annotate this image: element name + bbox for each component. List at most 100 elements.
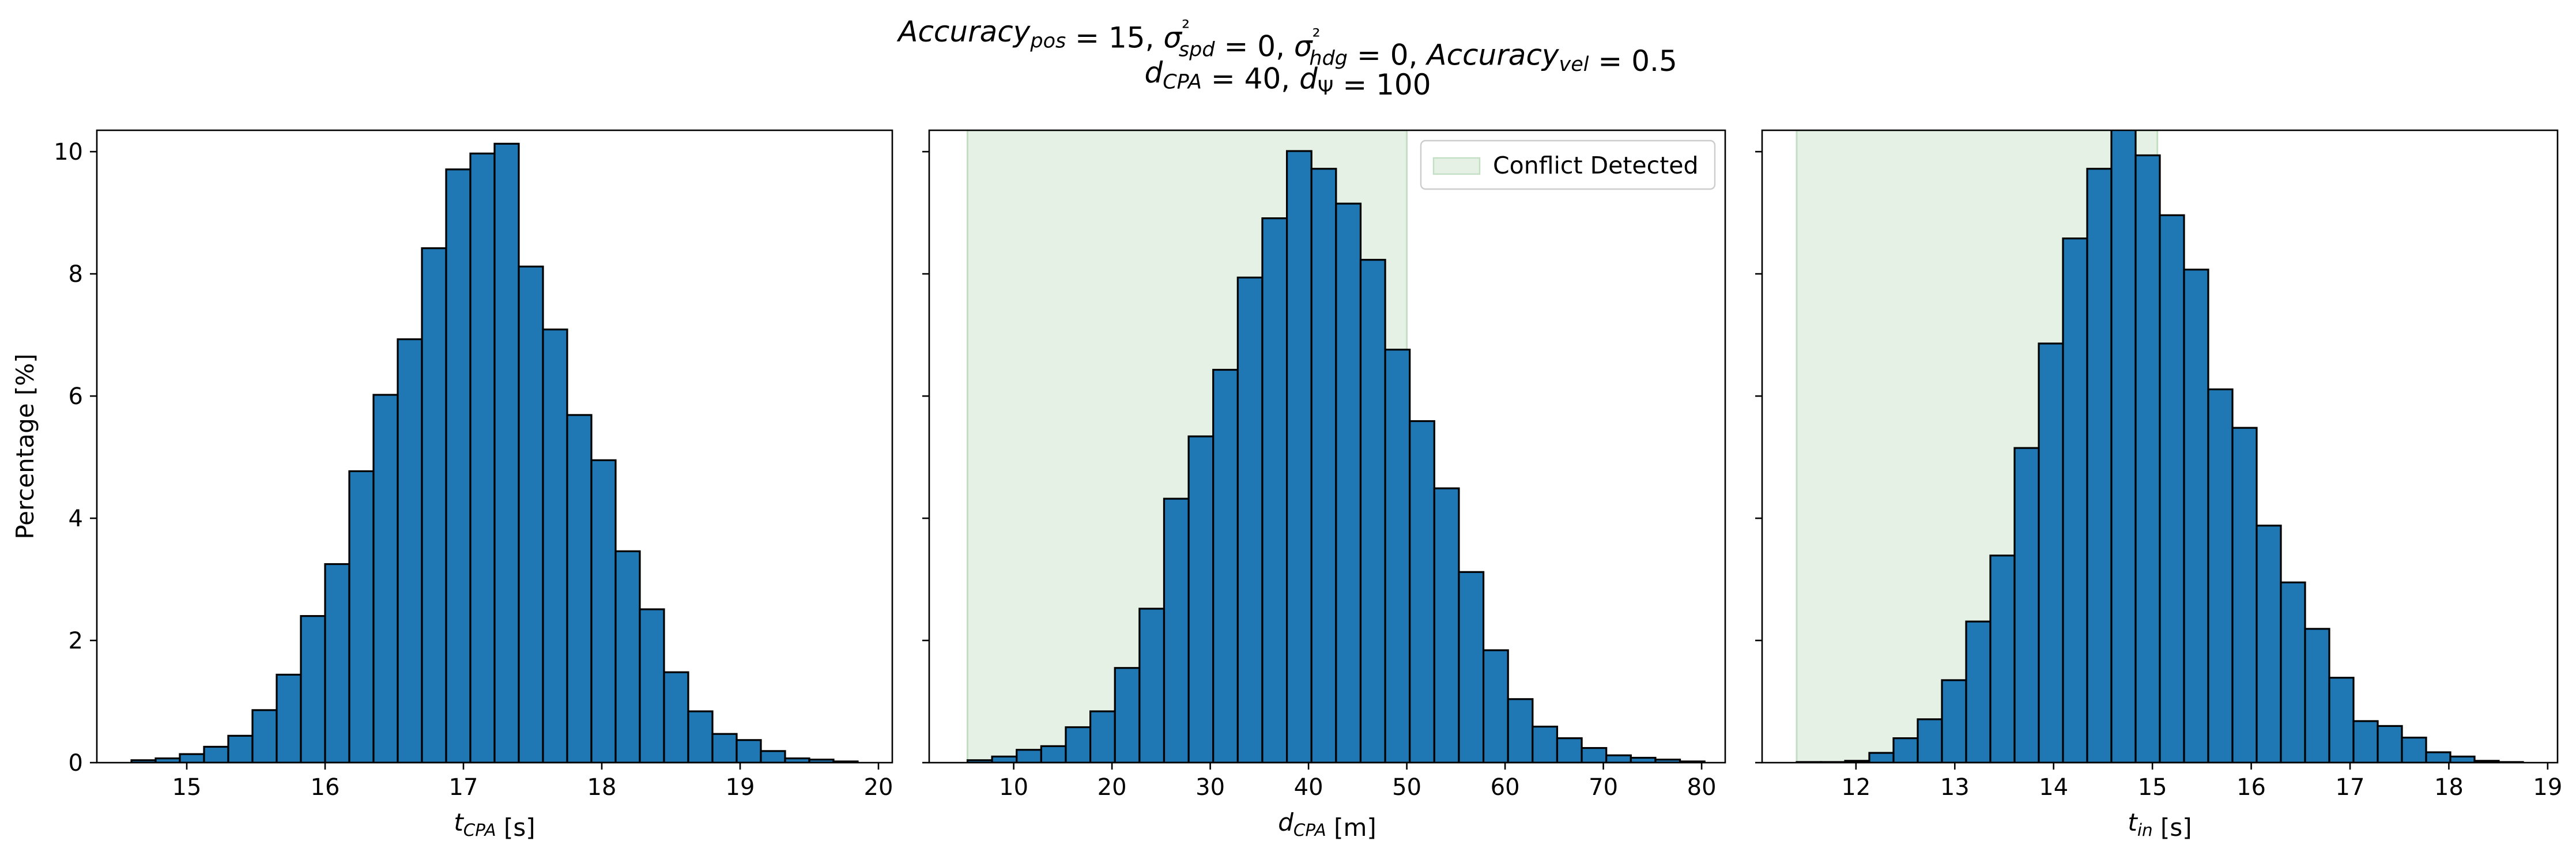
axes-frame	[1761, 129, 2559, 764]
histogram-bar	[1892, 737, 1919, 763]
histogram-bar	[1089, 710, 1116, 763]
histogram-bar	[1605, 754, 1632, 763]
y-tick-label: 4	[69, 506, 83, 532]
histogram-bar	[1409, 420, 1435, 763]
y-tick-label: 2	[69, 628, 83, 654]
x-tick-label: 15	[172, 774, 202, 801]
histogram-bar	[1989, 555, 2016, 763]
histogram-bar	[2062, 237, 2088, 763]
x-tick-label: 16	[311, 774, 340, 801]
histogram-bar	[2425, 751, 2451, 763]
plot-area	[1796, 130, 2524, 763]
figure-title-line-1: Accuracypos = 15, σ² spd = 0, σ² hdg = 0, …	[896, 15, 1677, 78]
histogram-bar	[2207, 388, 2234, 763]
histogram-bar	[2377, 725, 2403, 763]
x-tick-label: 13	[1940, 774, 1970, 801]
histogram-bar	[1581, 747, 1608, 763]
histogram-bar	[1433, 487, 1460, 763]
histogram-bar	[1236, 276, 1264, 763]
histogram-bar	[1917, 718, 1943, 763]
histogram-bar	[372, 394, 399, 763]
histogram-bar	[2038, 342, 2064, 763]
x-tick-label: 40	[1294, 774, 1323, 801]
histogram-bar	[1941, 679, 1967, 763]
histogram-bar	[1532, 725, 1559, 763]
histogram-bar	[1965, 620, 1992, 763]
axes-frame	[928, 129, 1726, 764]
histogram-bar	[2183, 269, 2209, 763]
legend-swatch	[1432, 157, 1481, 175]
x-tick-label: 14	[2039, 774, 2068, 801]
histogram-bar	[1868, 752, 1895, 763]
histogram-bar	[1212, 368, 1239, 763]
histogram-bar	[2280, 581, 2306, 763]
plot-area	[966, 130, 1706, 763]
x-tick-label: 19	[726, 774, 755, 801]
histogram-bar	[614, 550, 641, 763]
histogram-bar	[1163, 497, 1190, 763]
histogram-bar	[2328, 677, 2355, 763]
histogram-bar	[227, 734, 254, 763]
histogram-bar	[1261, 217, 1288, 763]
x-tick-label: 10	[999, 774, 1028, 801]
x-tick-label: 15	[2138, 774, 2167, 801]
histogram-bar	[276, 673, 302, 763]
histogram-bar	[300, 615, 326, 763]
histogram-bar	[663, 671, 689, 763]
histogram-bar	[1065, 726, 1092, 763]
histogram-bar	[1384, 348, 1411, 763]
histogram-bar	[542, 328, 568, 763]
x-tick-label: 60	[1491, 774, 1520, 801]
legend: Conflict Detected	[1420, 140, 1716, 190]
x-tick-label: 12	[1841, 774, 1870, 801]
x-axis-label: tCPA [s]	[454, 808, 535, 842]
x-tick-label: 19	[2533, 774, 2562, 801]
legend-box	[1420, 140, 1716, 190]
histogram-bar	[469, 152, 496, 763]
histogram-bar	[2086, 168, 2113, 763]
x-tick-label: 16	[2236, 774, 2266, 801]
histogram-bar	[991, 755, 1018, 763]
histogram-bar	[179, 753, 205, 763]
histogram-bar	[639, 608, 665, 763]
histogram-bar	[1310, 168, 1337, 763]
histogram-bar	[397, 338, 423, 763]
histogram-bar	[1285, 150, 1312, 763]
figure-title-line-2: dCPA = 40, dΨ = 100	[1144, 56, 1431, 101]
histogram-bar	[203, 745, 229, 763]
panel-t-cpa: 15 16 17 18 19 20 0 2 4 6 8 10 tCPA [s] Percentage [%…	[11, 129, 893, 842]
x-tick-label: 70	[1589, 774, 1618, 801]
x-tick-label: 17	[2336, 774, 2365, 801]
histogram-bar	[1556, 737, 1583, 763]
histogram-bar	[518, 265, 544, 763]
panel-t-in: 12 13 14 15 16 17 18 19 tin [s]	[1755, 129, 2562, 842]
histogram-bar	[1114, 667, 1141, 763]
histogram-bar	[1458, 571, 1485, 763]
histogram-bar	[760, 750, 786, 763]
x-tick-label: 17	[449, 774, 478, 801]
histogram-bar	[2110, 130, 2137, 763]
histogram-bar	[2159, 214, 2185, 763]
histogram-bar	[1359, 259, 1386, 763]
histogram-bar	[1138, 608, 1166, 763]
histogram-bar	[2449, 755, 2476, 763]
histogram-bar	[566, 414, 593, 763]
y-tick-label: 6	[69, 383, 83, 410]
x-tick-label: 20	[864, 774, 893, 801]
histogram-bar	[687, 710, 714, 763]
axes-frame	[96, 129, 893, 764]
x-tick-label: 18	[587, 774, 617, 801]
y-tick-label: 0	[69, 750, 83, 776]
histogram-bar	[251, 709, 278, 763]
histogram-bar	[445, 168, 472, 763]
histogram-bar	[421, 247, 447, 763]
histogram-bar	[1335, 202, 1362, 763]
histogram-bar	[348, 470, 375, 763]
histogram-bar	[1040, 745, 1067, 763]
histogram-bar	[1507, 698, 1534, 763]
histogram-bar	[2231, 427, 2258, 763]
histogram-bar	[711, 733, 738, 763]
histogram-bar	[324, 563, 350, 763]
histogram-bar	[2134, 154, 2161, 763]
x-tick-label: 50	[1392, 774, 1421, 801]
